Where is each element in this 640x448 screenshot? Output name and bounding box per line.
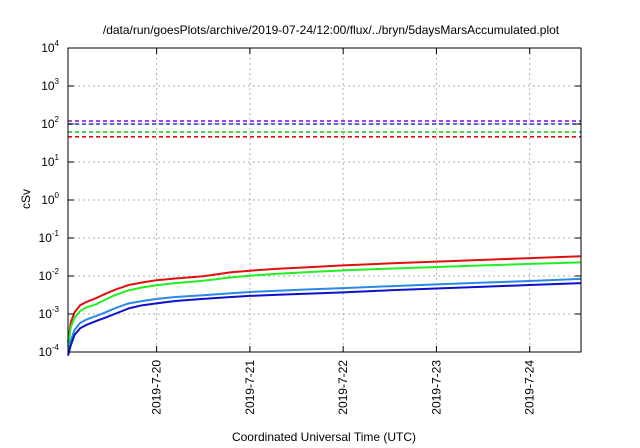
series-line bbox=[67, 261, 582, 348]
y-tick-label: 10-4 bbox=[39, 343, 60, 359]
grid-lines bbox=[68, 48, 581, 352]
x-tick-label: 2019-7-23 bbox=[429, 360, 443, 415]
y-tick-label: 10-1 bbox=[39, 229, 60, 245]
x-tick-label: 2019-7-24 bbox=[523, 360, 537, 415]
axis-ticks: 10-4 10-3 10-2 10-1 100 101 102 103 104 2019-7-20… bbox=[39, 39, 581, 415]
y-tick-label: 102 bbox=[41, 115, 59, 131]
series-line bbox=[67, 277, 582, 354]
data-series bbox=[67, 255, 582, 356]
y-axis-label: cSv bbox=[19, 189, 33, 209]
x-axis-label: Coordinated Universal Time (UTC) bbox=[232, 430, 416, 444]
y-tick-label: 100 bbox=[41, 191, 59, 207]
y-tick-label: 101 bbox=[41, 153, 59, 169]
x-tick-label: 2019-7-22 bbox=[336, 360, 350, 415]
series-line bbox=[67, 282, 582, 356]
y-tick-label: 10-3 bbox=[39, 305, 60, 321]
y-tick-label: 10-2 bbox=[39, 267, 60, 283]
series-line bbox=[67, 255, 582, 343]
x-tick-label: 2019-7-21 bbox=[243, 360, 257, 415]
y-tick-label: 103 bbox=[41, 77, 59, 93]
threshold-lines bbox=[68, 120, 581, 138]
chart-title: /data/run/goesPlots/archive/2019-07-24/1… bbox=[103, 23, 560, 37]
y-tick-label: 104 bbox=[41, 39, 59, 55]
x-tick-label: 2019-7-20 bbox=[150, 360, 164, 415]
